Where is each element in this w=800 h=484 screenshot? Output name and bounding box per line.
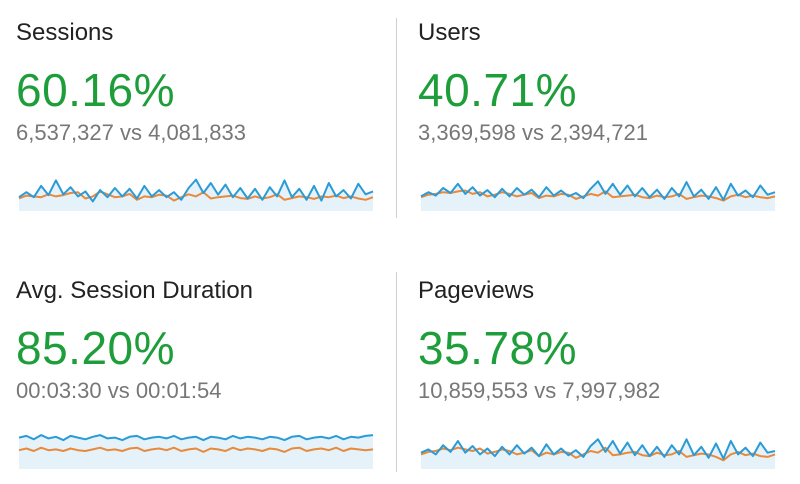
metric-comparison-values: 3,369,598 vs 2,394,721 [418, 120, 648, 145]
metric-card-avg-session-duration[interactable]: Avg. Session Duration 85.20% 00:03:30 vs… [16, 272, 381, 482]
metric-percent-change: 60.16% [16, 64, 176, 116]
sparkline-chart [420, 180, 776, 211]
metric-card-sessions[interactable]: Sessions 60.16% 6,537,327 vs 4,081,833 [16, 14, 381, 224]
metric-comparison-values: 6,537,327 vs 4,081,833 [16, 120, 246, 145]
metric-percent-change: 40.71% [418, 64, 578, 116]
metric-title: Users [418, 19, 481, 46]
metric-title: Pageviews [418, 277, 535, 304]
sparkline-current-series [18, 178, 374, 203]
sparkline-current-series [420, 438, 776, 460]
metric-title: Avg. Session Duration [16, 277, 254, 304]
sparkline-chart [420, 438, 776, 469]
sparkline-current-series [18, 434, 374, 442]
column-divider [396, 18, 397, 218]
metric-card-users[interactable]: Users 40.71% 3,369,598 vs 2,394,721 [418, 14, 783, 224]
sparkline-previous-series [420, 189, 776, 202]
column-divider [396, 272, 397, 472]
sparkline-area-fill [421, 439, 775, 469]
metric-card-pageviews[interactable]: Pageviews 35.78% 10,859,553 vs 7,997,982 [418, 272, 783, 482]
metric-comparison-values: 00:03:30 vs 00:01:54 [16, 378, 222, 403]
sparkline-previous-series [420, 446, 776, 462]
metric-percent-change: 35.78% [418, 322, 578, 374]
sparkline-chart [18, 178, 374, 211]
sparkline-chart [18, 434, 374, 469]
sparkline-area-fill [19, 435, 373, 469]
sparkline-current-series [420, 180, 776, 201]
sparkline-previous-series [18, 190, 374, 202]
metric-percent-change: 85.20% [16, 322, 176, 374]
metric-title: Sessions [16, 19, 114, 46]
metric-comparison-values: 10,859,553 vs 7,997,982 [418, 378, 661, 403]
sparkline-previous-series [18, 446, 374, 453]
